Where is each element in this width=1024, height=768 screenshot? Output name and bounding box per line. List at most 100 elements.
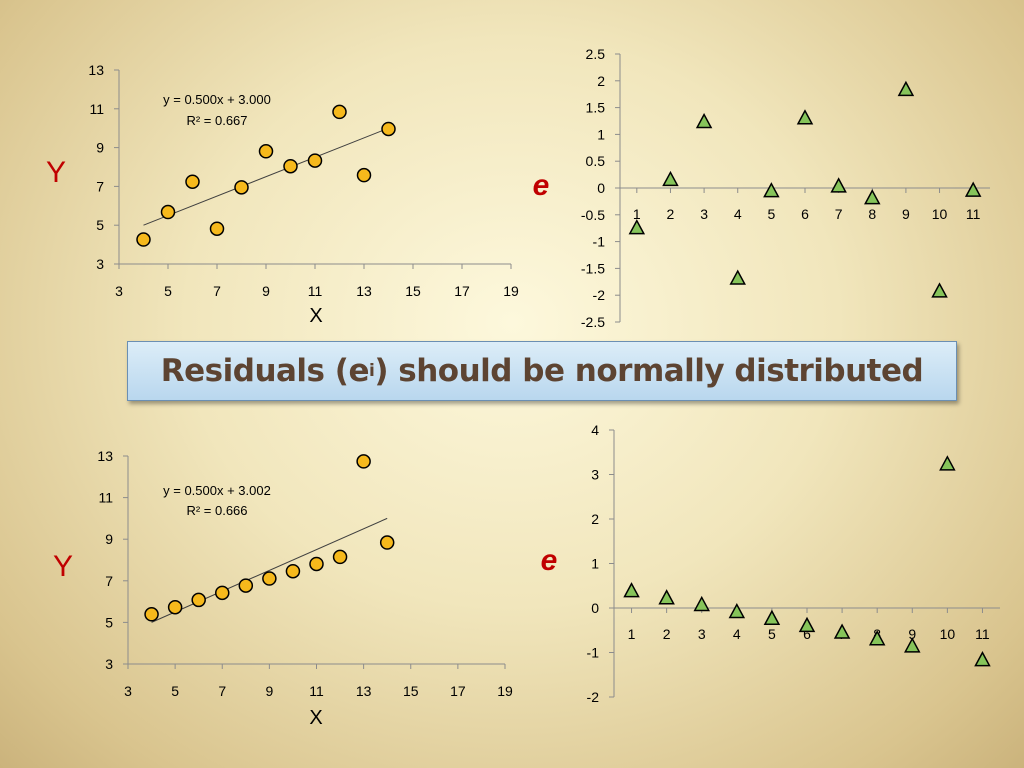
- x-axis-label: X: [309, 305, 322, 327]
- trendline: [143, 127, 389, 226]
- x-tick-label: 8: [868, 206, 876, 222]
- y-axis-label: e: [541, 544, 558, 577]
- residual-point: [763, 609, 781, 625]
- y-tick-label: 4: [591, 422, 599, 438]
- y-tick-label: 2: [591, 511, 599, 527]
- residual-point: [864, 189, 881, 205]
- x-tick-label: 5: [767, 206, 775, 222]
- x-tick-label: 10: [940, 626, 956, 642]
- residual-point: [662, 170, 679, 187]
- data-point: [307, 153, 323, 168]
- y-axis-label: e: [533, 169, 550, 202]
- y-tick-label: 9: [105, 531, 113, 547]
- data-point: [167, 599, 183, 615]
- data-point: [332, 549, 348, 565]
- x-tick-label: 9: [908, 626, 916, 642]
- x-tick-label: 11: [308, 283, 323, 299]
- x-tick-label: 17: [454, 283, 470, 299]
- residual-point: [623, 582, 640, 598]
- x-tick-label: 5: [768, 626, 776, 642]
- x-tick-label: 15: [403, 683, 419, 699]
- banner-text-after: ) should be normally distributed: [374, 353, 924, 389]
- x-tick-label: 11: [975, 626, 990, 642]
- y-tick-label: -1: [587, 645, 600, 661]
- data-point: [356, 167, 372, 183]
- y-axis-label: Y: [46, 156, 66, 189]
- x-tick-label: 13: [356, 683, 372, 699]
- x-tick-label: 2: [667, 206, 675, 222]
- residual-point: [939, 455, 956, 471]
- x-tick-label: 3: [698, 626, 706, 642]
- residual-point: [658, 589, 675, 605]
- y-tick-label: -1.5: [581, 260, 605, 276]
- residual-point: [868, 630, 886, 646]
- data-point: [356, 454, 371, 469]
- residual-point: [763, 182, 780, 198]
- x-tick-label: 5: [171, 683, 179, 699]
- x-tick-label: 9: [262, 283, 270, 299]
- title-banner: Residuals (e i) should be normally distri…: [127, 341, 957, 401]
- y-tick-label: 2: [597, 73, 605, 89]
- banner-subscript: i: [369, 361, 375, 381]
- trendline-equation: R² = 0.667: [186, 113, 247, 128]
- x-tick-label: 4: [734, 206, 742, 222]
- data-point: [136, 232, 151, 247]
- y-tick-label: 1.5: [586, 100, 606, 116]
- x-tick-label: 19: [503, 283, 519, 299]
- x-tick-label: 3: [124, 683, 132, 699]
- trendline-equation: y = 0.500x + 3.002: [163, 483, 271, 498]
- y-tick-label: 13: [88, 62, 104, 78]
- y-tick-label: 9: [96, 140, 104, 156]
- residual-point: [964, 181, 982, 197]
- y-tick-label: -2: [587, 689, 600, 705]
- y-tick-label: 3: [96, 256, 104, 272]
- residual-point: [830, 177, 847, 193]
- y-tick-label: 3: [105, 656, 113, 672]
- x-tick-label: 7: [218, 683, 226, 699]
- y-tick-label: 7: [96, 178, 104, 194]
- data-point: [283, 158, 298, 174]
- data-point: [309, 556, 324, 572]
- trendline-equation: y = 0.500x + 3.000: [163, 92, 271, 107]
- y-tick-label: 11: [98, 490, 113, 506]
- x-tick-label: 17: [450, 683, 466, 699]
- data-point: [379, 535, 395, 550]
- x-tick-label: 6: [803, 626, 811, 642]
- data-point: [285, 563, 301, 579]
- y-tick-label: 2.5: [586, 46, 606, 62]
- residual-point: [931, 282, 948, 298]
- y-tick-label: 0.5: [586, 153, 606, 169]
- x-tick-label: 15: [405, 283, 421, 299]
- y-tick-label: 11: [89, 101, 104, 117]
- x-tick-label: 11: [966, 206, 981, 222]
- x-tick-label: 9: [265, 683, 273, 699]
- x-tick-label: 3: [115, 283, 123, 299]
- trendline: [151, 517, 388, 623]
- x-tick-label: 2: [663, 626, 671, 642]
- y-tick-label: 5: [96, 217, 104, 233]
- residual-point: [897, 80, 915, 97]
- trendline-equation: R² = 0.666: [186, 503, 247, 518]
- x-tick-label: 4: [733, 626, 741, 642]
- y-tick-label: 1: [591, 556, 599, 572]
- y-tick-label: 0: [591, 600, 599, 616]
- residual-point: [796, 109, 814, 125]
- y-tick-label: 13: [97, 448, 113, 464]
- residual-point: [628, 219, 646, 235]
- y-tick-label: -2: [593, 287, 606, 303]
- y-tick-label: -2.5: [581, 314, 605, 330]
- x-tick-label: 7: [213, 283, 221, 299]
- data-point: [191, 592, 206, 608]
- residual-point: [728, 602, 746, 619]
- data-point: [234, 180, 249, 195]
- x-tick-label: 10: [932, 206, 948, 222]
- x-tick-label: 13: [356, 283, 372, 299]
- data-point: [144, 607, 159, 622]
- residual-point: [904, 637, 921, 653]
- data-point: [332, 104, 347, 120]
- y-tick-label: 7: [105, 573, 113, 589]
- x-tick-label: 9: [902, 206, 910, 222]
- residual-point: [833, 623, 851, 639]
- data-point: [381, 121, 396, 137]
